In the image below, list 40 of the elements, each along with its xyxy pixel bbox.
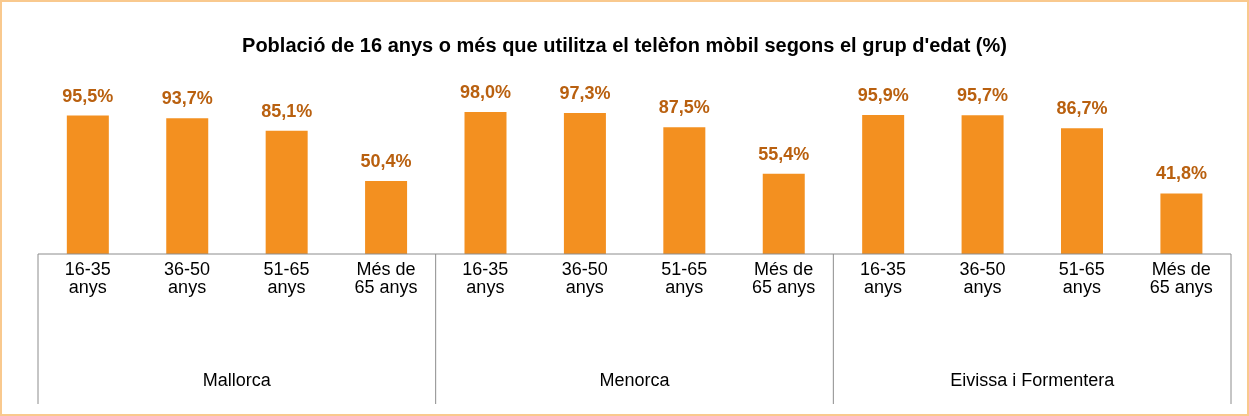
bar (66, 115, 109, 254)
text: Mallorca (202, 370, 272, 390)
x-tick-label: 36-50 anys (959, 258, 1006, 297)
data-label: 85,1% (261, 100, 313, 121)
data-label: 95,5% (62, 85, 114, 106)
x-tick-label: 16-35 anys (64, 258, 111, 297)
chart-title: Població de 16 anys o més que utilitza el telèfon mòbil segons el grup d'edat (%) (241, 34, 1008, 57)
x-tick-label: Més de 65 anys (1149, 258, 1213, 297)
data-label: 50,4% (360, 150, 412, 171)
bar (365, 180, 408, 254)
bar (862, 115, 905, 254)
bar (563, 113, 606, 254)
bar (762, 173, 805, 254)
data-label: 95,7% (957, 85, 1009, 106)
x-tick-label: Més de 65 anys (752, 258, 816, 297)
data-label: 97,3% (559, 83, 611, 104)
bar (265, 130, 308, 254)
x-tick-label: 36-50 anys (561, 258, 608, 297)
text: Menorca (599, 370, 671, 390)
x-tick-label: 16-35 anys (462, 258, 509, 297)
x-tick-label: 51-65 anys (263, 258, 310, 297)
data-label: 98,0% (459, 82, 512, 102)
data-label: 95,9% (857, 85, 909, 106)
bar (961, 115, 1004, 254)
bar (464, 112, 507, 254)
text: Eivissa i Formentera (950, 370, 1116, 390)
bar (663, 127, 706, 254)
x-tick-label: 51-65 anys (1058, 258, 1105, 297)
bar (1061, 128, 1103, 254)
bar (1160, 193, 1203, 254)
data-label: 41,8% (1155, 163, 1207, 184)
data-label: 87,5% (658, 97, 710, 118)
x-tick-label: 51-65 anys (661, 258, 708, 297)
x-tick-label: 16-35 anys (860, 258, 907, 297)
bar (166, 118, 209, 254)
data-label: 55,4% (758, 143, 810, 164)
data-label: 86,7% (1056, 98, 1108, 119)
x-tick-label: Més de 65 anys (354, 258, 418, 297)
x-tick-label: 36-50 anys (164, 258, 211, 297)
data-label: 93,7% (161, 88, 213, 109)
